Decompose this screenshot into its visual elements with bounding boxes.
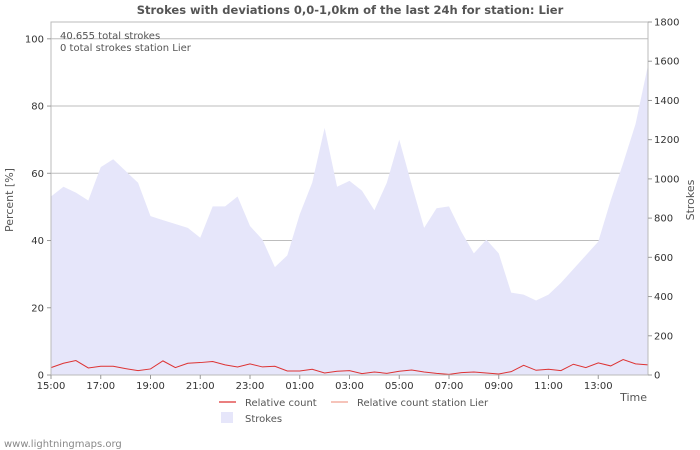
tick-label-right: 1200	[654, 135, 679, 146]
tick-label-x: 09:00	[484, 381, 513, 392]
tick-label-left: 0	[38, 371, 44, 382]
tick-label-right: 0	[654, 371, 660, 382]
tick-label-x: 07:00	[435, 381, 464, 392]
tick-label-right: 800	[654, 214, 673, 225]
legend: Relative count Relative count station Li…	[219, 398, 489, 425]
annotation-station-strokes: 0 total strokes station Lier	[60, 43, 192, 54]
tick-label-left: 80	[31, 102, 44, 113]
footer-credit: www.lightningmaps.org	[4, 439, 122, 450]
tick-label-x: 23:00	[236, 381, 265, 392]
tick-label-x: 01:00	[285, 381, 314, 392]
tick-label-left: 20	[31, 303, 44, 314]
y-axis-label-right: Strokes	[684, 179, 697, 220]
tick-label-right: 400	[654, 292, 673, 303]
left-axis-ticks: 0 20 40 60 80 100	[25, 34, 51, 382]
tick-label-left: 40	[31, 236, 44, 247]
relative-count-line	[50, 358, 649, 375]
y-axis-label-left: Percent [%]	[3, 168, 16, 232]
x-axis-ticks: 15:00 17:00 19:00 21:00 23:00 01:00 03:00 05:00…	[37, 375, 613, 392]
tick-label-left: 60	[31, 169, 44, 180]
tick-label-x: 05:00	[385, 381, 414, 392]
strokes-area-layer	[51, 65, 648, 376]
annotation-total-strokes: 40.655 total strokes	[60, 31, 160, 42]
tick-label-x: 19:00	[136, 381, 165, 392]
right-axis-ticks: 0 200 400 600 800 1000 1200 1400 1600 1800	[648, 18, 679, 382]
tick-label-x: 15:00	[37, 381, 66, 392]
tick-label-x: 11:00	[534, 381, 563, 392]
tick-label-x: 17:00	[86, 381, 115, 392]
tick-label-right: 1800	[654, 18, 679, 29]
tick-label-x: 03:00	[335, 381, 364, 392]
tick-label-right: 600	[654, 253, 673, 264]
tick-label-right: 1000	[654, 174, 679, 185]
chart-title: Strokes with deviations 0,0-1,0km of the…	[137, 3, 564, 17]
tick-label-right: 200	[654, 331, 673, 342]
legend-label-strokes: Strokes	[245, 414, 282, 425]
tick-label-right: 1400	[654, 96, 679, 107]
legend-label-relative-count-station: Relative count station Lier	[357, 398, 489, 409]
x-axis-label: Time	[619, 391, 647, 404]
legend-label-relative-count: Relative count	[245, 398, 317, 409]
tick-label-right: 1600	[654, 57, 679, 68]
tick-label-x: 13:00	[584, 381, 613, 392]
tick-label-x: 21:00	[186, 381, 215, 392]
strokes-area	[51, 65, 648, 376]
tick-label-left: 100	[25, 34, 44, 45]
legend-swatch-strokes	[221, 412, 233, 423]
